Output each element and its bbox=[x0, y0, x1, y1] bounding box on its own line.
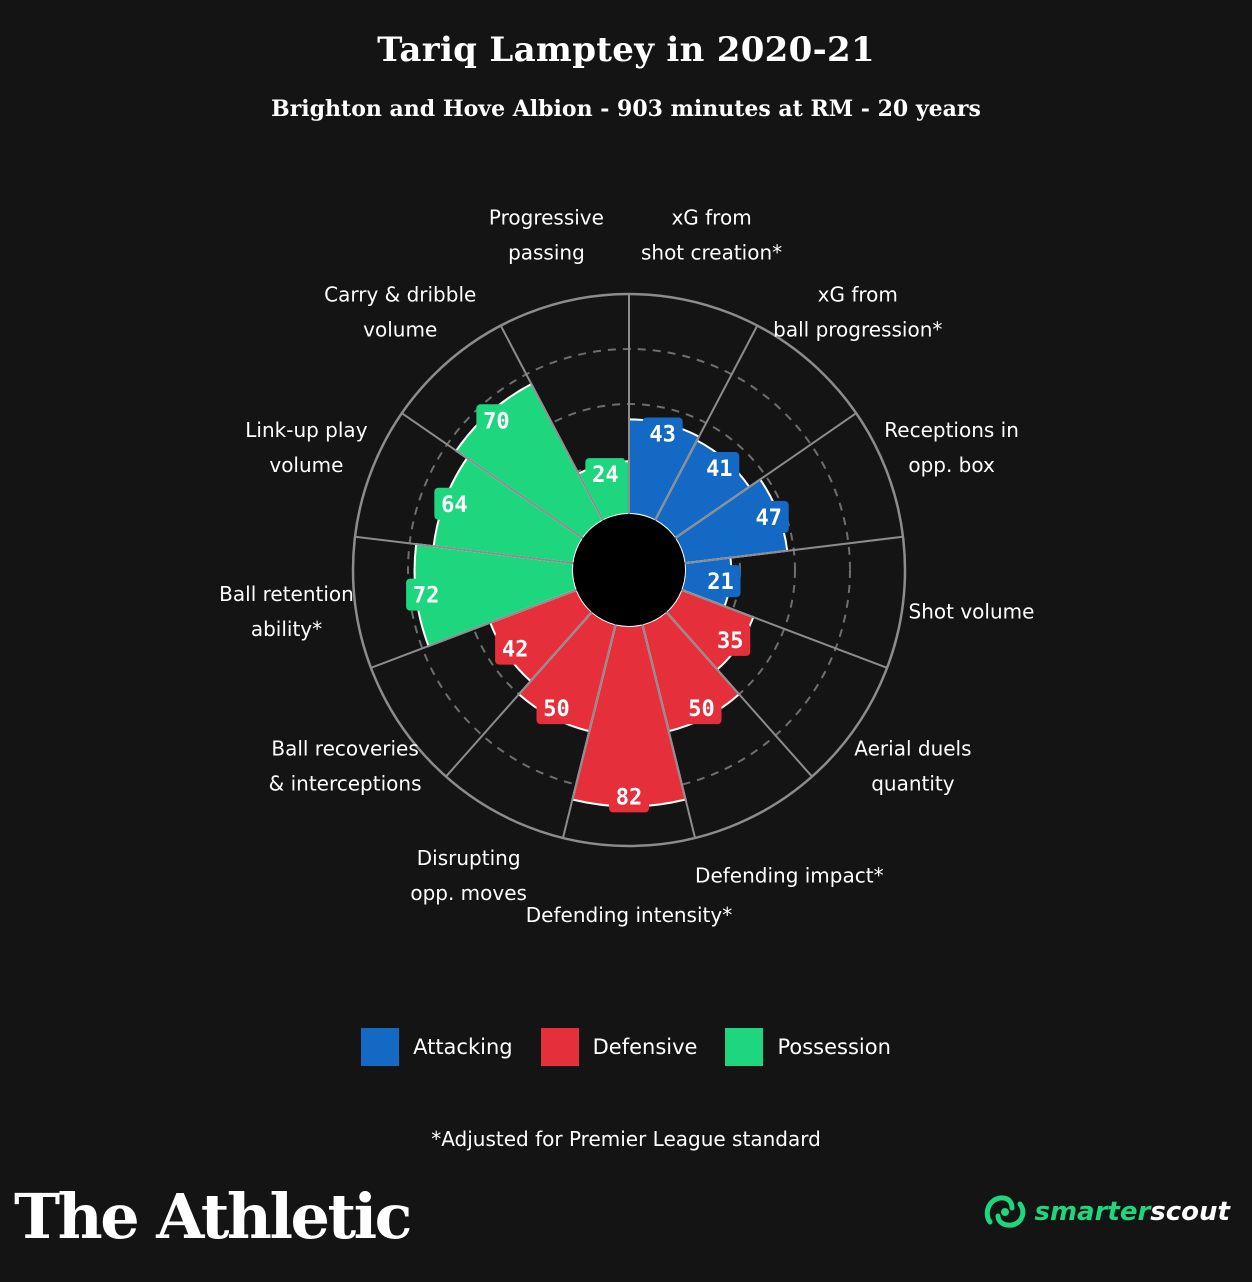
value-badge bbox=[585, 458, 626, 491]
category-label-line: & interceptions bbox=[269, 771, 422, 795]
spoke-layer bbox=[354, 294, 904, 839]
value-text: 42 bbox=[502, 638, 529, 663]
value-badge bbox=[434, 487, 475, 520]
category-label-line: Carry & dribble bbox=[324, 282, 476, 306]
category-label: xG from ball progression* bbox=[773, 282, 942, 341]
smarterscout-logo: smarter scout bbox=[982, 1192, 1230, 1232]
category-label: Link-up play volume bbox=[245, 418, 367, 477]
value-badge bbox=[748, 501, 789, 534]
smarterscout-word-1: smarter bbox=[1034, 1197, 1151, 1227]
value-label: 41 bbox=[699, 452, 740, 485]
category-label-line: Ball recoveries bbox=[271, 736, 418, 760]
value-badge bbox=[495, 632, 536, 665]
category-label-line: volume bbox=[269, 453, 343, 477]
value-badge bbox=[681, 692, 722, 725]
category-label: Ball retention ability* bbox=[219, 582, 354, 641]
category-label-line: Defending intensity* bbox=[526, 903, 732, 927]
category-label: xG from shot creation* bbox=[641, 206, 782, 265]
value-text: 41 bbox=[706, 457, 733, 482]
category-label-line: xG from bbox=[671, 206, 751, 230]
legend-swatch-possession bbox=[725, 1028, 764, 1066]
category-label: Defending impact* bbox=[695, 863, 884, 887]
chart-title: Tariq Lamptey in 2020-21 bbox=[377, 30, 875, 70]
value-badge bbox=[609, 780, 649, 813]
legend: Attacking Defensive Possession bbox=[0, 1028, 1252, 1066]
category-label-line: ball progression* bbox=[773, 317, 942, 341]
category-label-line: Defending impact* bbox=[695, 863, 884, 887]
category-label: Receptions in opp. box bbox=[884, 418, 1019, 477]
value-text: 72 bbox=[413, 584, 440, 609]
the-athletic-logo: The Athletic bbox=[14, 1180, 412, 1253]
value-label: 72 bbox=[406, 578, 447, 611]
category-label-line: Link-up play bbox=[245, 418, 367, 442]
legend-swatch-attacking bbox=[361, 1028, 400, 1066]
value-text: 50 bbox=[543, 697, 570, 722]
value-text: 50 bbox=[688, 697, 715, 722]
center-hole bbox=[573, 514, 685, 626]
value-text: 35 bbox=[717, 629, 744, 654]
value-label: 42 bbox=[495, 632, 536, 665]
value-badge bbox=[699, 452, 740, 485]
value-label-layer: 43 41 47 21 35 50 82 50 42 72 64 70 24 bbox=[406, 404, 789, 813]
category-label-line: opp. box bbox=[908, 453, 995, 477]
value-badge bbox=[536, 692, 577, 725]
value-text: 21 bbox=[707, 570, 734, 595]
chart-subtitle: Brighton and Hove Albion - 903 minutes a… bbox=[271, 96, 981, 122]
value-label: 43 bbox=[642, 417, 683, 450]
legend-label: Attacking bbox=[413, 1035, 513, 1059]
smarterscout-word-2: scout bbox=[1150, 1197, 1230, 1227]
value-badge bbox=[406, 578, 447, 611]
value-badge bbox=[476, 404, 517, 437]
polar-bar-chart: 43 41 47 21 35 50 82 50 42 72 64 70 24 xG from shot c… bbox=[219, 206, 1034, 927]
category-label-line: Aerial duels bbox=[854, 736, 971, 760]
value-text: 24 bbox=[592, 463, 619, 488]
legend-item-defensive: Defensive bbox=[540, 1028, 698, 1066]
value-text: 82 bbox=[616, 785, 643, 810]
value-label: 70 bbox=[476, 404, 517, 437]
category-label: Ball recoveries & interceptions bbox=[269, 736, 422, 795]
legend-label: Defensive bbox=[592, 1035, 698, 1059]
value-label: 50 bbox=[681, 692, 722, 725]
value-label: 64 bbox=[434, 487, 475, 520]
value-text: 47 bbox=[755, 506, 782, 531]
value-label: 35 bbox=[710, 623, 751, 656]
category-label-line: opp. moves bbox=[410, 881, 527, 905]
value-label: 47 bbox=[748, 501, 789, 534]
legend-item-attacking: Attacking bbox=[361, 1028, 513, 1066]
category-label-line: Disrupting bbox=[417, 846, 521, 870]
category-label: Aerial duels quantity bbox=[854, 736, 971, 795]
category-label-line: quantity bbox=[871, 771, 955, 795]
legend-item-possession: Possession bbox=[725, 1028, 891, 1066]
category-label-line: passing bbox=[508, 241, 585, 265]
value-label: 82 bbox=[609, 780, 649, 813]
category-label-line: shot creation* bbox=[641, 241, 782, 265]
value-label: 24 bbox=[585, 458, 626, 491]
category-label: Carry & dribble volume bbox=[324, 282, 476, 341]
category-label-line: volume bbox=[363, 317, 437, 341]
footnote: *Adjusted for Premier League standard bbox=[431, 1127, 821, 1151]
category-label-line: xG from bbox=[818, 282, 898, 306]
category-label: Shot volume bbox=[909, 600, 1035, 624]
value-text: 64 bbox=[441, 493, 468, 518]
category-label-layer: xG from shot creation* xG from ball progres… bbox=[219, 206, 1034, 927]
category-label: Disrupting opp. moves bbox=[410, 846, 527, 905]
legend-label: Possession bbox=[777, 1035, 891, 1059]
value-text: 70 bbox=[483, 409, 510, 434]
value-label: 50 bbox=[536, 692, 577, 725]
category-label-line: Shot volume bbox=[909, 600, 1035, 624]
value-label: 21 bbox=[700, 565, 741, 598]
value-text: 43 bbox=[649, 422, 676, 447]
category-label: Progressive passing bbox=[489, 206, 604, 265]
category-label-line: Receptions in bbox=[884, 418, 1019, 442]
legend-swatch-defensive bbox=[540, 1028, 579, 1066]
value-badge bbox=[710, 623, 751, 656]
value-badge bbox=[642, 417, 683, 450]
value-badge bbox=[700, 565, 741, 598]
category-label-line: Ball retention bbox=[219, 582, 354, 606]
smarterscout-icon bbox=[985, 1195, 1026, 1228]
category-label: Defending intensity* bbox=[526, 903, 732, 927]
category-label-line: ability* bbox=[251, 617, 322, 641]
category-label-line: Progressive bbox=[489, 206, 604, 230]
